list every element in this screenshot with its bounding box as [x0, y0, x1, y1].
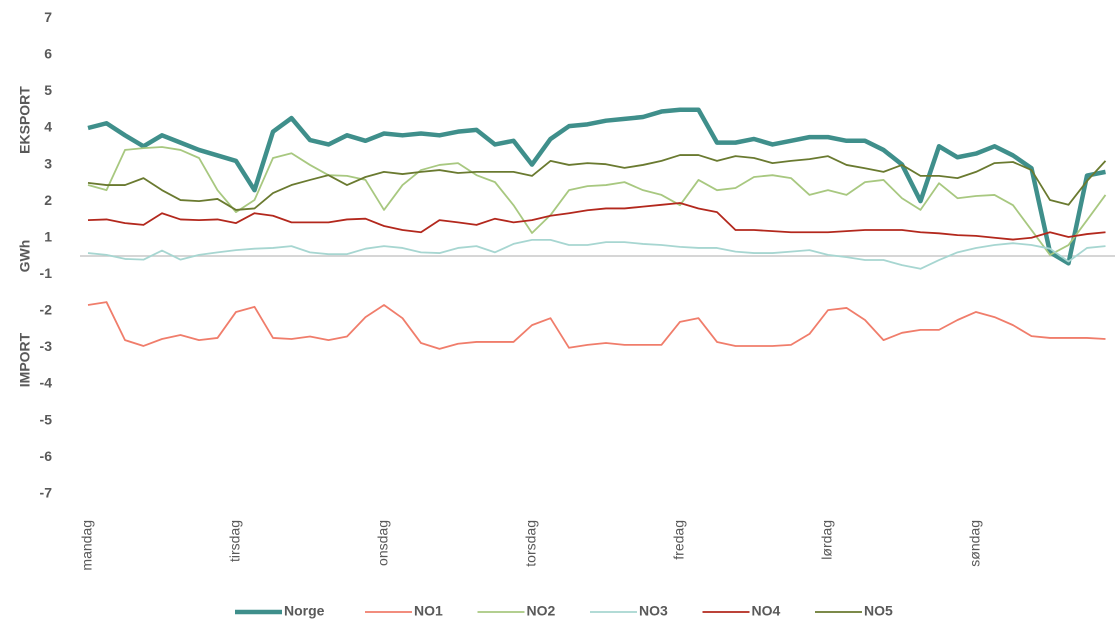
series-line	[87, 146, 1107, 256]
legend-label: NO4	[752, 603, 781, 619]
series-line	[87, 154, 1107, 211]
x-tick-label: fredag	[671, 520, 687, 560]
legend-label: NO2	[527, 603, 556, 619]
x-tick-label: torsdag	[523, 520, 539, 567]
y-tick-label: -3	[40, 338, 53, 354]
y-tick-label: 6	[44, 46, 52, 62]
x-tick-label: søndag	[967, 520, 983, 567]
y-axis-title: GWh	[17, 240, 33, 273]
legend-label: Norge	[284, 603, 325, 619]
y-tick-label: -4	[40, 375, 53, 391]
legend-label: NO5	[864, 603, 893, 619]
x-tick-label: tirsdag	[227, 520, 243, 562]
legend-label: NO1	[414, 603, 443, 619]
export-label: EKSPORT	[17, 86, 33, 154]
y-tick-label: -6	[40, 448, 53, 464]
y-tick-label: -1	[40, 265, 53, 281]
y-tick-label: 7	[44, 9, 52, 25]
series-line	[87, 301, 1106, 350]
x-tick-label: onsdag	[375, 520, 391, 566]
y-tick-label: -2	[40, 302, 53, 318]
y-tick-label: -5	[40, 411, 53, 427]
x-tick-label: lørdag	[819, 520, 835, 560]
series-line	[87, 107, 1106, 266]
y-tick-label: 1	[44, 228, 52, 244]
y-tick-label: 2	[44, 192, 52, 208]
y-tick-label: -7	[40, 484, 53, 500]
legend-label: NO3	[639, 603, 668, 619]
y-tick-label: 4	[44, 119, 52, 135]
x-tick-label: mandag	[79, 520, 95, 571]
y-tick-label: 5	[44, 82, 52, 98]
import-label: IMPORT	[17, 332, 33, 387]
series-line	[87, 239, 1106, 270]
y-tick-label: 3	[44, 155, 52, 171]
series-line	[87, 202, 1106, 241]
